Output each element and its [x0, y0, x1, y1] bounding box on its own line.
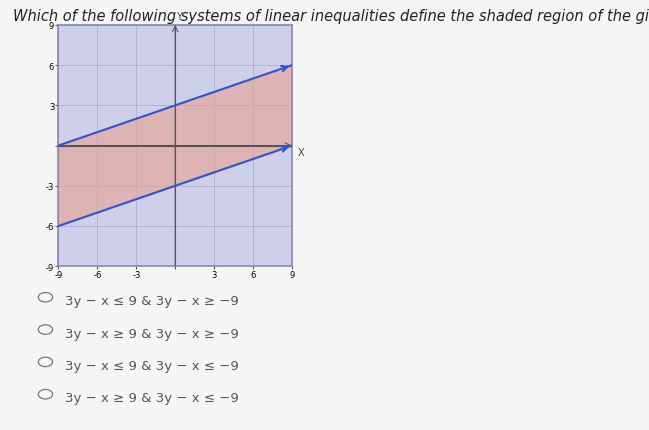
Text: 3y − x ≥ 9 & 3y − x ≥ −9: 3y − x ≥ 9 & 3y − x ≥ −9	[65, 327, 239, 340]
Text: Which of the following systems of linear inequalities define the shaded region o: Which of the following systems of linear…	[13, 9, 649, 24]
Text: 3y − x ≤ 9 & 3y − x ≥ −9: 3y − x ≤ 9 & 3y − x ≥ −9	[65, 295, 239, 307]
Text: Y: Y	[176, 12, 182, 22]
Text: 3y − x ≥ 9 & 3y − x ≤ −9: 3y − x ≥ 9 & 3y − x ≤ −9	[65, 391, 239, 404]
Text: 3y − x ≤ 9 & 3y − x ≤ −9: 3y − x ≤ 9 & 3y − x ≤ −9	[65, 359, 239, 372]
Text: X: X	[297, 148, 304, 158]
